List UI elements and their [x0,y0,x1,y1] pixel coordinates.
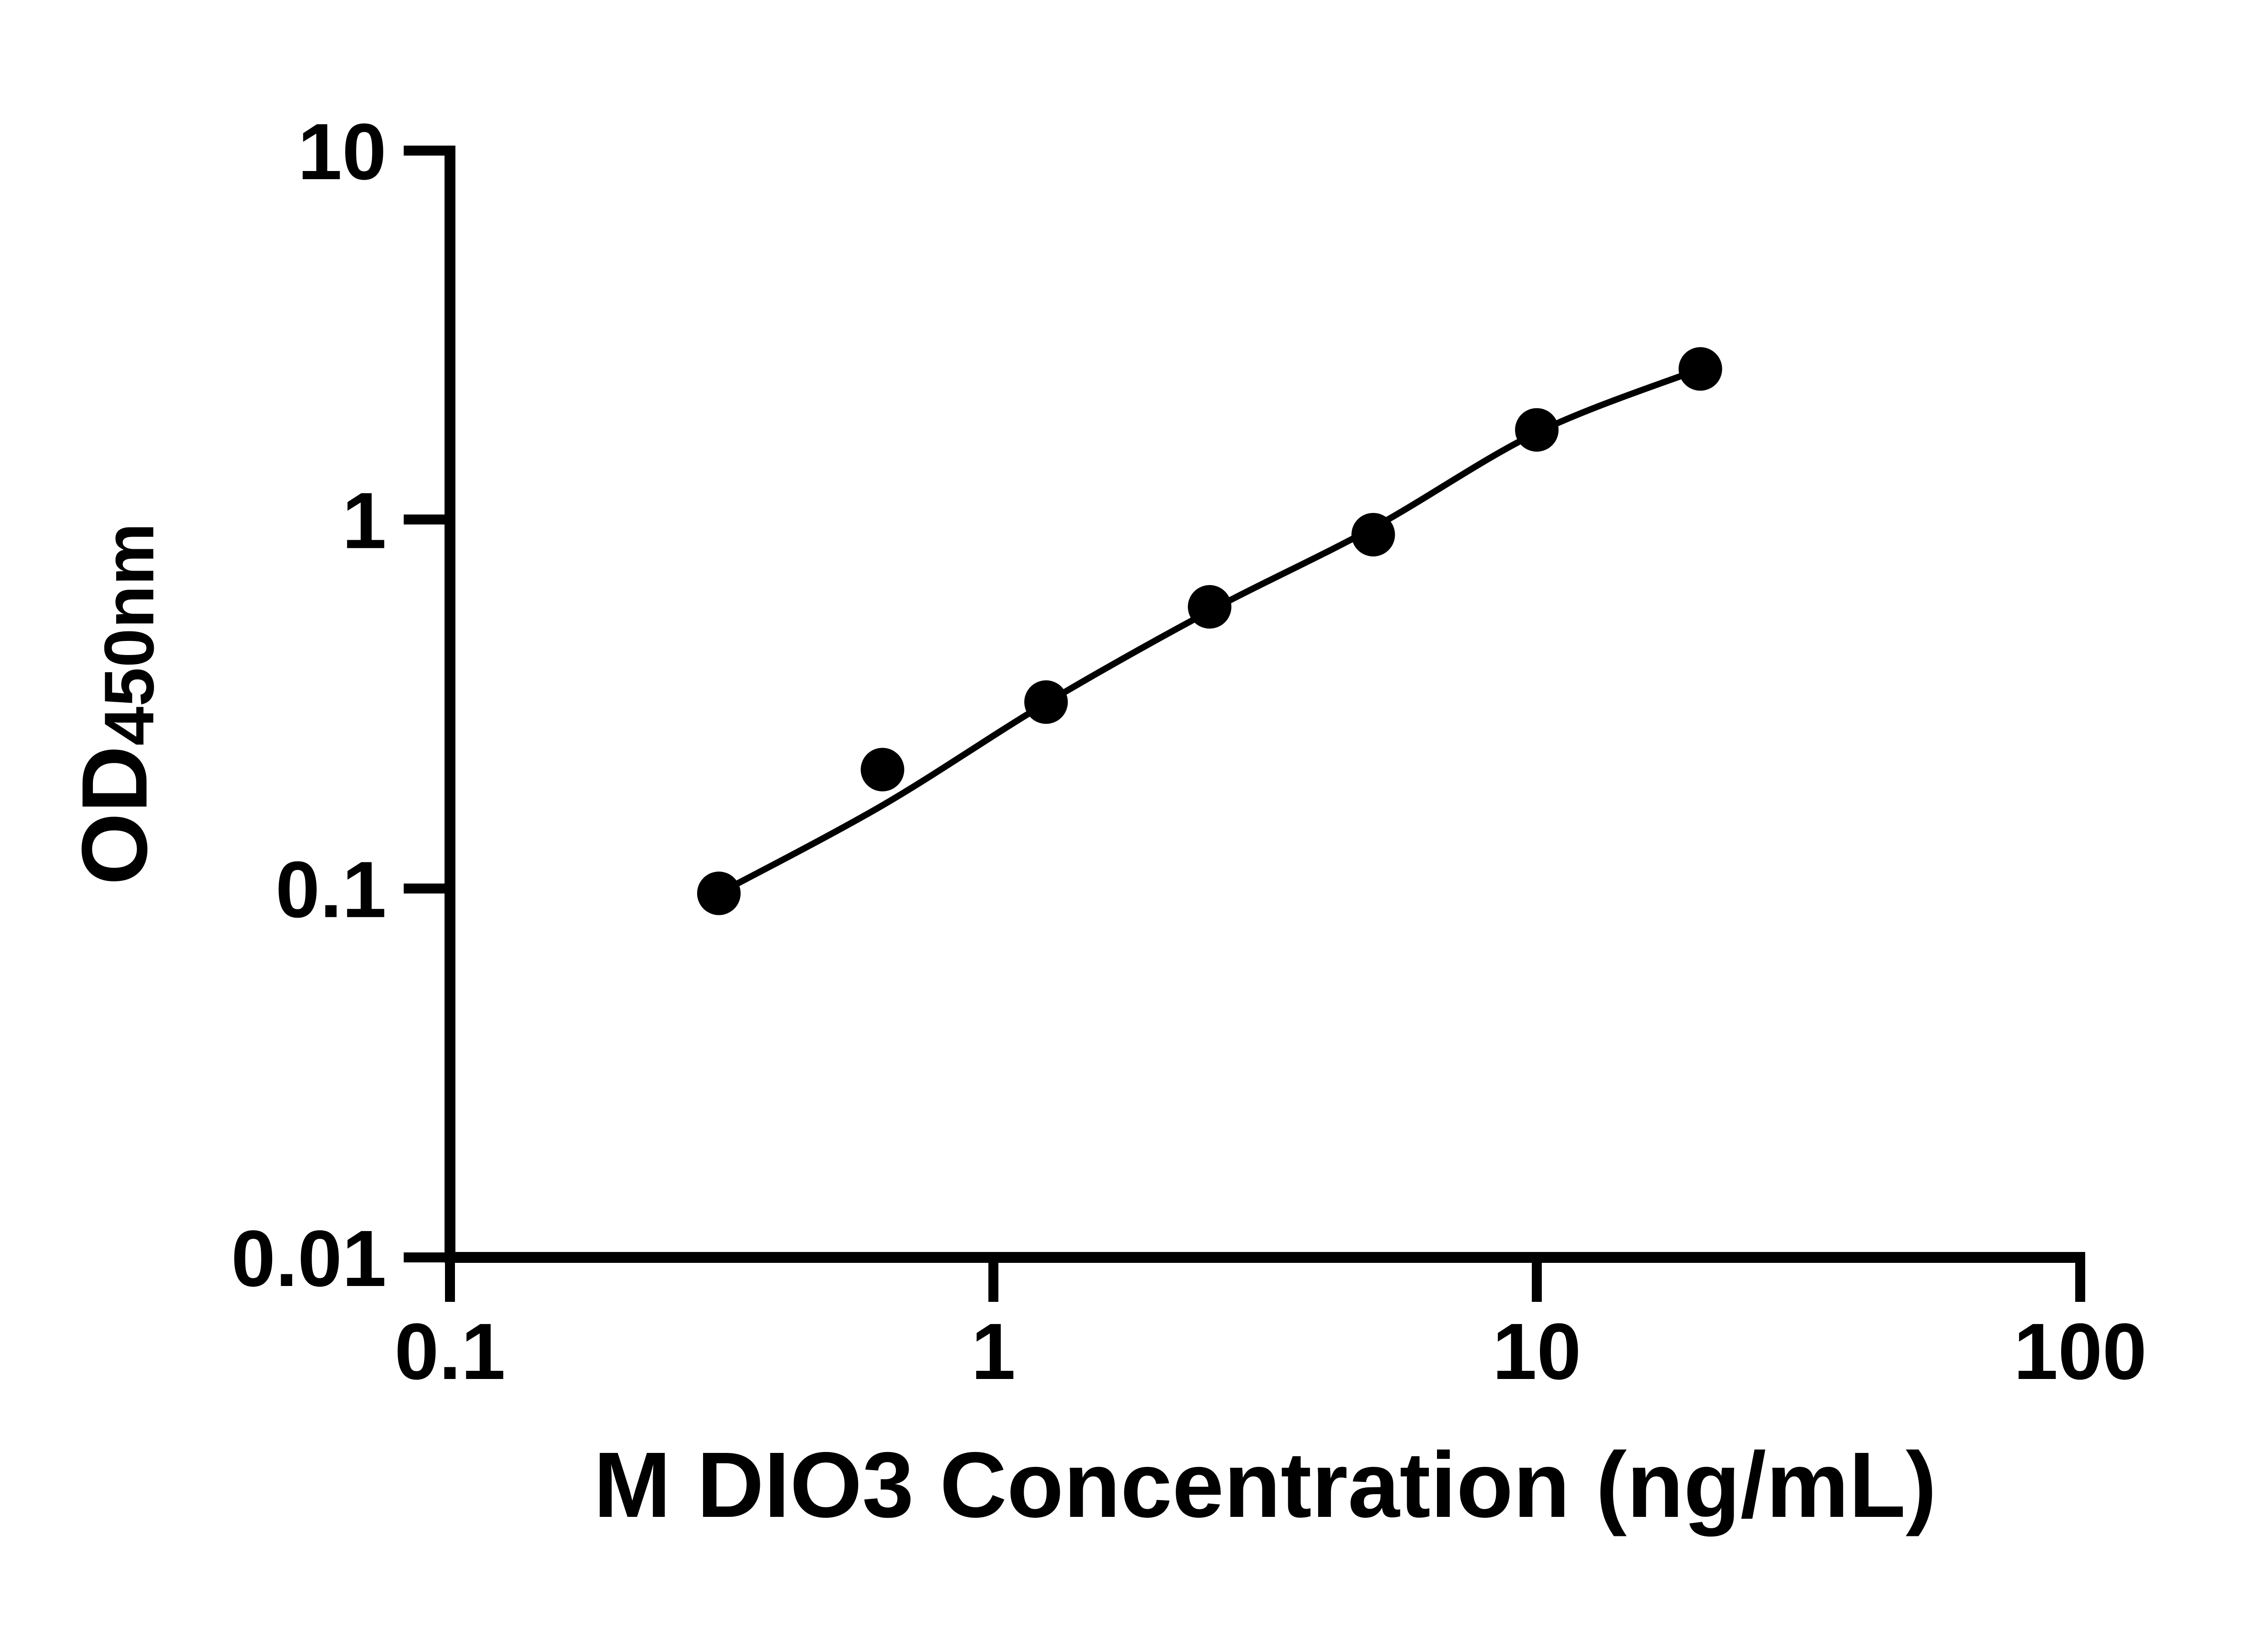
y-tick-label: 0.1 [275,846,386,934]
x-tick-label: 1 [971,1307,1016,1396]
data-point [1024,680,1068,724]
data-point [1351,513,1395,557]
y-tick-label: 0.01 [231,1214,386,1303]
x-tick-label: 100 [2014,1307,2147,1396]
data-point [1515,408,1559,452]
data-point [1678,347,1722,391]
standard-curve-line [715,366,1704,897]
y-axis-title-subscript: 450nm [90,523,168,746]
y-tick-label: 10 [298,108,386,196]
data-point [860,748,904,792]
y-tick-label: 1 [342,476,386,565]
y-axis-title-main: OD [63,745,166,885]
data-point [697,871,741,915]
x-tick-label: 0.1 [395,1307,506,1396]
x-axis-title: M DIO3 Concentration (ng/mL) [593,1433,1937,1537]
y-axis-title: OD 450nm [63,296,213,1112]
data-point [1188,585,1232,629]
x-tick-label: 10 [1492,1307,1581,1396]
